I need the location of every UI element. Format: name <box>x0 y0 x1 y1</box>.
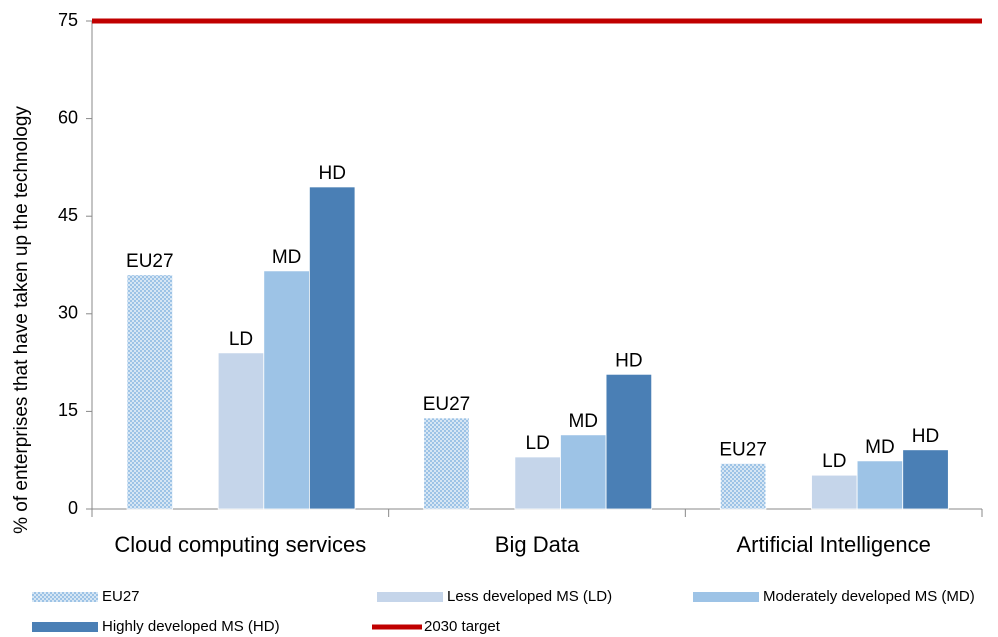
legend-label: Less developed MS (LD) <box>447 588 612 605</box>
legend-swatch <box>377 592 443 602</box>
y-tick-label: 60 <box>58 107 78 127</box>
bar-label: HD <box>615 350 642 371</box>
legend-label: 2030 target <box>424 618 501 635</box>
bar <box>514 456 561 510</box>
bar <box>719 463 767 510</box>
bar <box>126 274 173 510</box>
bar-label: HD <box>318 163 345 184</box>
y-tick-label: 0 <box>68 498 78 518</box>
bar-label: EU27 <box>126 251 174 272</box>
y-tick-label: 45 <box>58 205 78 225</box>
legend-swatch <box>693 592 759 602</box>
bar <box>263 270 310 510</box>
x-tick-label: Cloud computing services <box>114 532 366 557</box>
legend-swatch <box>32 592 98 602</box>
bar <box>308 186 356 510</box>
bar-label: LD <box>526 433 550 454</box>
bar <box>811 474 858 510</box>
bar-label: EU27 <box>423 394 471 415</box>
x-tick-label: Big Data <box>495 532 580 557</box>
legend-label: EU27 <box>102 588 140 605</box>
y-tick-label: 75 <box>58 10 78 30</box>
legend-label: Highly developed MS (HD) <box>102 618 280 635</box>
bar <box>560 434 607 510</box>
bar-label: HD <box>912 426 939 447</box>
bar <box>423 417 470 510</box>
bar-label: MD <box>272 247 302 268</box>
bar <box>605 373 653 510</box>
legend-label: Moderately developed MS (MD) <box>763 588 975 605</box>
bar <box>217 352 265 510</box>
bar-label: MD <box>865 437 895 458</box>
y-tick-label: 15 <box>58 400 78 420</box>
y-axis-label: % of enterprises that have taken up the … <box>11 106 32 534</box>
bar <box>856 460 904 510</box>
bar-label: LD <box>229 329 253 350</box>
bar-label: LD <box>822 451 846 472</box>
legend-swatch <box>32 622 98 632</box>
bar-label: MD <box>568 411 598 432</box>
x-tick-label: Artificial Intelligence <box>736 532 930 557</box>
y-tick-label: 30 <box>58 303 78 323</box>
bar-label: EU27 <box>719 439 767 460</box>
bar <box>902 449 949 510</box>
